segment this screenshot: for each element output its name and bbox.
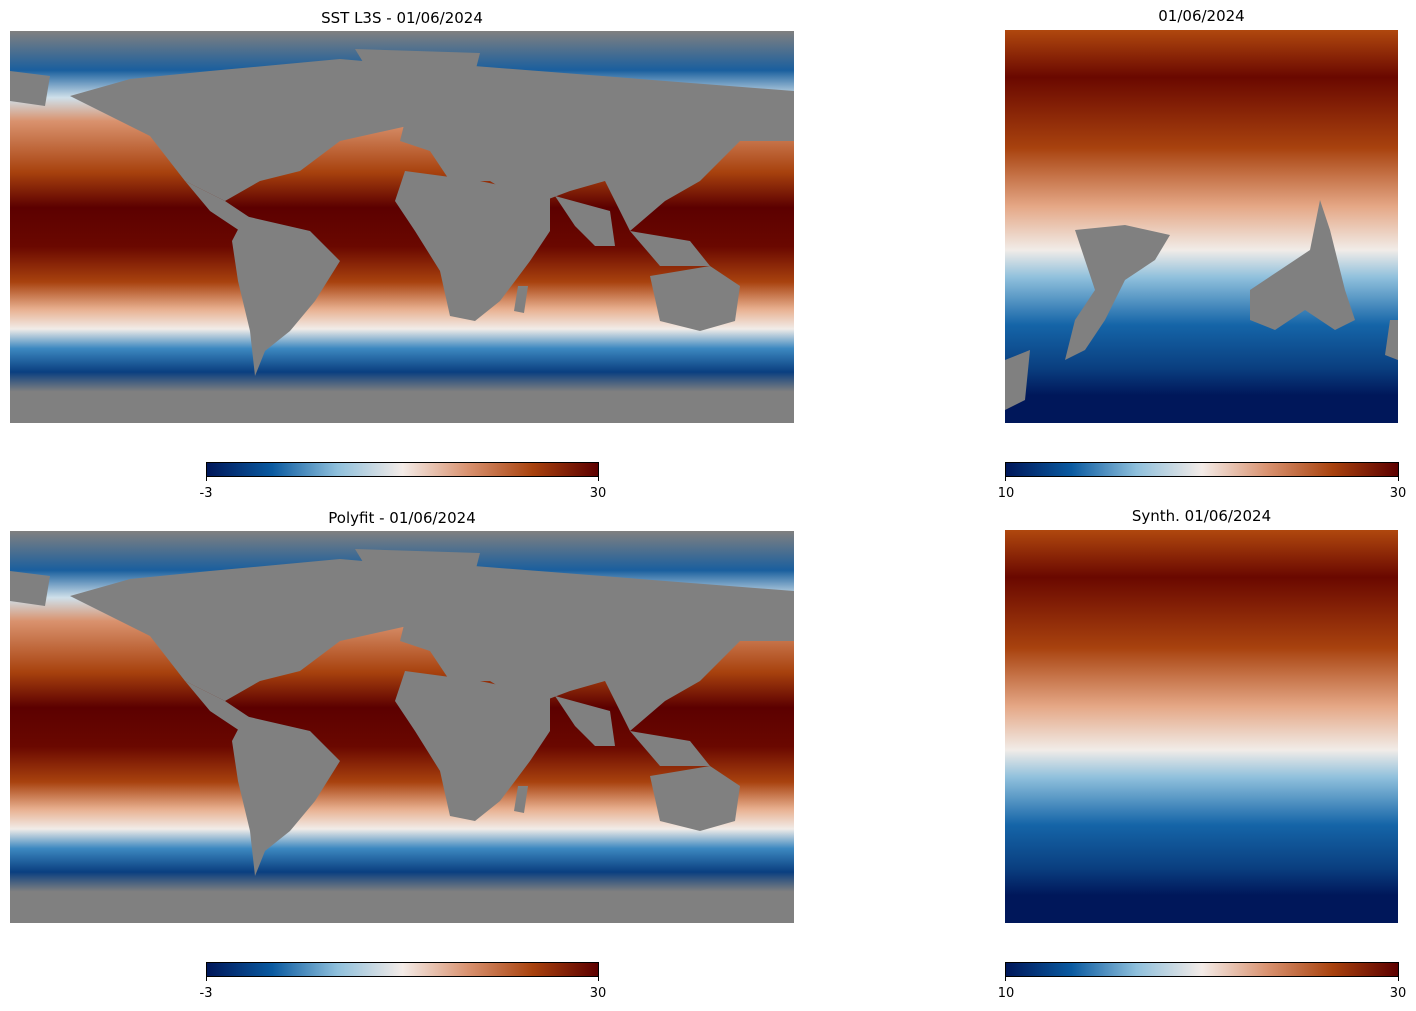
- panel-title-regional-observed: 01/06/2024: [1158, 7, 1245, 25]
- colorbar-min-label: 10: [997, 986, 1015, 1001]
- colorbar-synth: [1005, 962, 1399, 977]
- colorbar-sst-l3s: [206, 462, 599, 477]
- colorbar-min-label: 10: [997, 486, 1015, 501]
- colorbar-tick: [1398, 977, 1399, 981]
- landmass-shape: [395, 171, 550, 321]
- colorbar-min-label: -3: [199, 486, 213, 501]
- landmass-shape: [630, 731, 710, 766]
- colorbar-min-label: -3: [199, 986, 213, 1001]
- missing-data-patch: [1250, 200, 1355, 330]
- panel-title-polyfit: Polyfit - 01/06/2024: [328, 509, 476, 527]
- missing-data-patch: [1065, 225, 1170, 360]
- sst-field: [1005, 30, 1398, 423]
- panel-title-synth: Synth. 01/06/2024: [1131, 507, 1272, 525]
- map-regional-observed: [1005, 30, 1398, 423]
- landmass-shape: [70, 59, 480, 201]
- colorbar-tick: [206, 977, 207, 981]
- landmass-shape: [395, 671, 550, 821]
- landmass-shape: [185, 181, 255, 231]
- colorbar-tick: [1398, 477, 1399, 481]
- landmass-shape: [650, 766, 740, 831]
- colorbar-max-label: 30: [589, 486, 607, 501]
- colorbar-regional-observed: [1005, 462, 1399, 477]
- missing-data-patch: [1005, 350, 1030, 410]
- colorbar-tick: [598, 977, 599, 981]
- map-polyfit: [10, 531, 794, 923]
- landmass-shape: [185, 681, 255, 731]
- landmass-shape: [232, 216, 340, 376]
- colorbar-tick: [1005, 477, 1006, 481]
- colorbar-tick: [206, 477, 207, 481]
- colorbar-max-label: 30: [1389, 986, 1407, 1001]
- colorbar-max-label: 30: [1389, 486, 1407, 501]
- landmass-shape: [232, 716, 340, 876]
- landmass-shape: [630, 231, 710, 266]
- colorbar-max-label: 30: [589, 986, 607, 1001]
- missing-data-patch: [1385, 320, 1398, 360]
- landmass-shape: [10, 571, 50, 606]
- landmass-shape: [400, 61, 794, 231]
- map-sst-l3s: [10, 31, 794, 423]
- landmass-shape: [70, 559, 480, 701]
- map-synth: [1005, 530, 1398, 923]
- colorbar-polyfit: [206, 962, 599, 977]
- landmass-shape: [400, 561, 794, 731]
- sst-field: [1005, 530, 1398, 923]
- colorbar-tick: [1005, 977, 1006, 981]
- landmass-shape: [514, 286, 528, 313]
- landmass-shape: [10, 71, 50, 106]
- landmass-shape: [514, 786, 528, 813]
- landmass-shape: [555, 696, 615, 746]
- colorbar-tick: [598, 477, 599, 481]
- panel-title-sst-l3s: SST L3S - 01/06/2024: [321, 9, 483, 27]
- landmass-shape: [650, 266, 740, 331]
- landmass-shape: [555, 196, 615, 246]
